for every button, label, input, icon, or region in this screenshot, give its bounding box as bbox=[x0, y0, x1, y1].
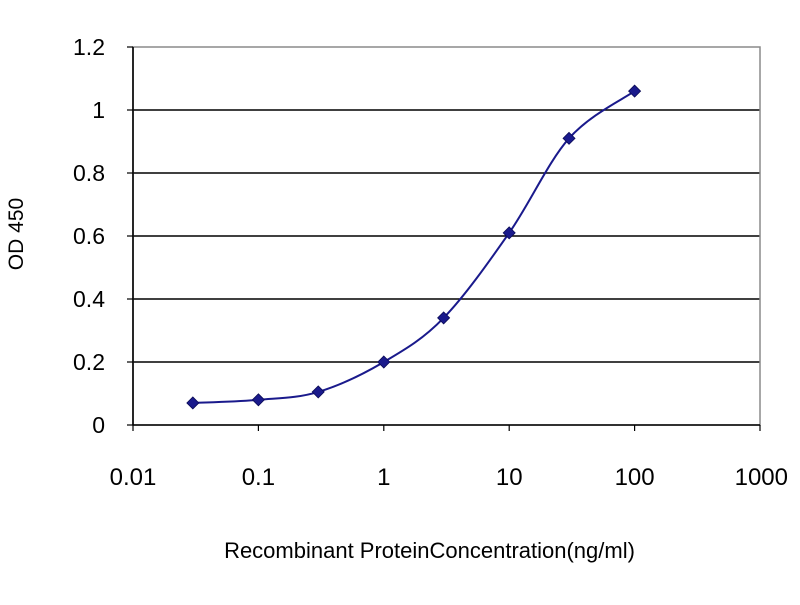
x-tick-label: 10 bbox=[496, 464, 523, 491]
x-tick-label: 0.01 bbox=[110, 464, 157, 491]
axis-layer: 0 0.2 0.4 0.6 0.8 1 1.2 0.01 0.1 1 10 100 1000 bbox=[73, 34, 788, 491]
y-tick-label: 0.2 bbox=[73, 349, 105, 375]
y-tick-label: 0.8 bbox=[73, 160, 105, 186]
data-point bbox=[186, 396, 200, 410]
y-axis-label: OD 450 bbox=[5, 198, 28, 270]
x-axis-label: Recombinant ProteinConcentration(ng/ml) bbox=[224, 538, 635, 563]
x-tick-label: 0.1 bbox=[242, 464, 275, 491]
y-tick-label: 1.2 bbox=[73, 34, 105, 60]
data-point bbox=[502, 226, 516, 240]
data-point bbox=[311, 385, 325, 399]
x-tick-label: 100 bbox=[615, 464, 655, 491]
data-point bbox=[562, 131, 576, 145]
data-point bbox=[628, 84, 642, 98]
data-point bbox=[377, 355, 391, 369]
y-tick-label: 1 bbox=[92, 97, 105, 123]
y-tick-label: 0.6 bbox=[73, 223, 105, 249]
x-tick-label: 1 bbox=[377, 464, 390, 491]
data-point bbox=[437, 311, 451, 325]
series-layer bbox=[186, 84, 642, 410]
y-tick-label: 0 bbox=[92, 412, 105, 438]
y-tick-label: 0.4 bbox=[73, 286, 105, 312]
data-point bbox=[251, 393, 265, 407]
grid-layer bbox=[133, 109, 760, 363]
x-tick-label: 1000 bbox=[735, 464, 788, 491]
